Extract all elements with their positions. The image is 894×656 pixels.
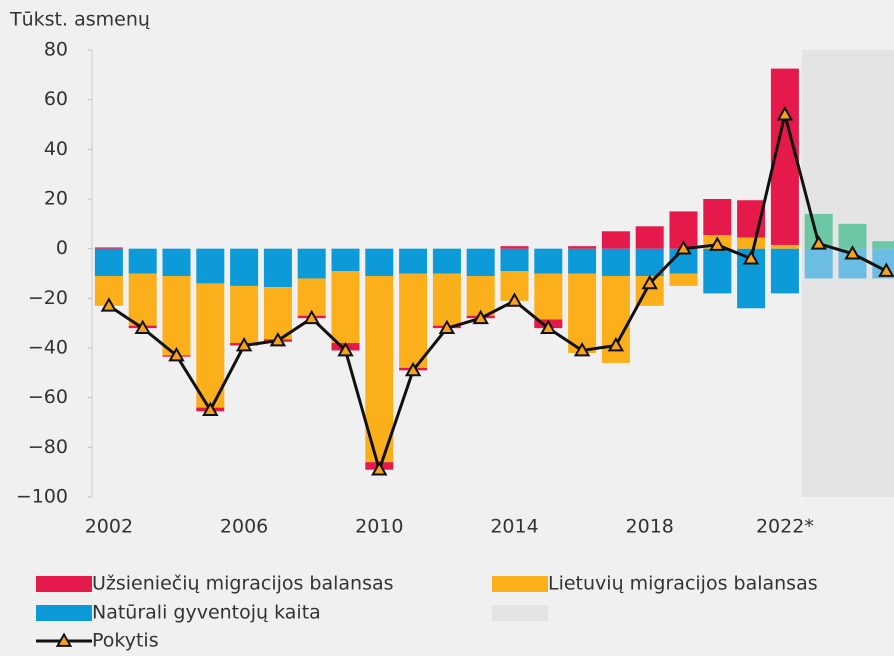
x-tick-label: 2022* bbox=[756, 516, 814, 538]
bar bbox=[500, 246, 529, 249]
y-tick-label: 80 bbox=[44, 39, 68, 61]
bar bbox=[635, 248, 664, 276]
bar bbox=[162, 248, 191, 276]
marker bbox=[371, 461, 388, 476]
bar bbox=[297, 248, 326, 279]
bar bbox=[804, 248, 833, 279]
bar bbox=[399, 273, 428, 368]
marker bbox=[607, 337, 625, 352]
marker bbox=[709, 236, 726, 251]
legend-marker bbox=[55, 632, 73, 647]
marker bbox=[844, 245, 861, 260]
marker bbox=[235, 337, 253, 352]
bar bbox=[94, 248, 123, 276]
y-tick-label: −80 bbox=[28, 436, 68, 458]
line bbox=[108, 114, 887, 475]
bar bbox=[94, 247, 123, 249]
marker bbox=[202, 401, 219, 416]
bar bbox=[601, 231, 630, 249]
legend-label: Pokytis bbox=[92, 630, 159, 652]
bar bbox=[128, 248, 157, 274]
bar bbox=[399, 248, 428, 274]
legend-swatch bbox=[492, 605, 548, 621]
bar bbox=[635, 226, 664, 249]
x-tick-label: 2010 bbox=[355, 516, 403, 538]
x-tick-label: 2006 bbox=[220, 516, 268, 538]
bar bbox=[669, 273, 698, 286]
bar bbox=[601, 248, 630, 276]
marker bbox=[472, 309, 489, 325]
bar bbox=[365, 248, 394, 276]
marker bbox=[810, 235, 827, 250]
y-tick-label: 40 bbox=[44, 138, 68, 160]
bar bbox=[770, 248, 799, 294]
y-tick-label: 0 bbox=[56, 237, 68, 259]
bar bbox=[263, 248, 292, 288]
bar bbox=[872, 241, 894, 249]
y-tick-label: −40 bbox=[28, 337, 68, 359]
bar bbox=[230, 248, 259, 286]
legend-swatch bbox=[36, 576, 92, 592]
bar bbox=[568, 248, 597, 274]
bar bbox=[365, 275, 394, 463]
y-tick-label: −20 bbox=[28, 287, 68, 309]
legend-label: Natūrali gyventojų kaita bbox=[92, 602, 321, 624]
y-tick-label: 20 bbox=[44, 188, 68, 210]
bar bbox=[737, 237, 766, 249]
marker bbox=[404, 361, 422, 377]
bar bbox=[331, 248, 360, 272]
marker bbox=[573, 341, 591, 357]
bar bbox=[466, 275, 495, 316]
bar bbox=[838, 223, 867, 249]
bar bbox=[466, 248, 495, 276]
marker bbox=[742, 250, 760, 265]
legend-swatch bbox=[492, 576, 548, 592]
bar bbox=[128, 273, 157, 326]
marker bbox=[269, 332, 287, 347]
x-tick-label: 2018 bbox=[626, 516, 674, 538]
bar bbox=[263, 287, 292, 340]
marker bbox=[540, 319, 557, 335]
y-tick-label: 60 bbox=[44, 88, 68, 110]
legend-label: Lietuvių migracijos balansas bbox=[548, 573, 818, 595]
bar bbox=[196, 248, 225, 284]
bar bbox=[196, 283, 225, 408]
marker bbox=[878, 262, 894, 277]
bar bbox=[568, 273, 597, 353]
marker bbox=[337, 341, 354, 357]
bar bbox=[703, 199, 732, 236]
legend-swatch bbox=[36, 605, 92, 621]
x-tick-label: 2002 bbox=[85, 516, 133, 538]
bar bbox=[331, 271, 360, 344]
bar bbox=[770, 244, 799, 249]
bar bbox=[432, 273, 461, 326]
marker bbox=[303, 309, 320, 325]
bar bbox=[230, 285, 259, 344]
marker bbox=[168, 346, 185, 362]
bar bbox=[534, 273, 563, 320]
marker bbox=[675, 240, 692, 255]
legend-label: Užsieniečių migracijos balansas bbox=[92, 573, 394, 595]
bar bbox=[568, 246, 597, 249]
marker bbox=[134, 319, 151, 335]
marker bbox=[438, 319, 456, 335]
bar bbox=[703, 248, 732, 294]
y-tick-label: −60 bbox=[28, 386, 68, 408]
bar bbox=[162, 275, 191, 356]
marker bbox=[100, 297, 118, 312]
bar bbox=[432, 248, 461, 274]
x-tick-label: 2014 bbox=[490, 516, 538, 538]
y-tick-label: −100 bbox=[16, 486, 68, 508]
marker bbox=[641, 274, 658, 290]
marker bbox=[506, 292, 523, 307]
marker bbox=[776, 106, 794, 121]
chart-title: Tūkst. asmenų bbox=[9, 9, 150, 31]
bar bbox=[500, 248, 529, 272]
bar bbox=[534, 248, 563, 274]
bar bbox=[297, 278, 326, 316]
